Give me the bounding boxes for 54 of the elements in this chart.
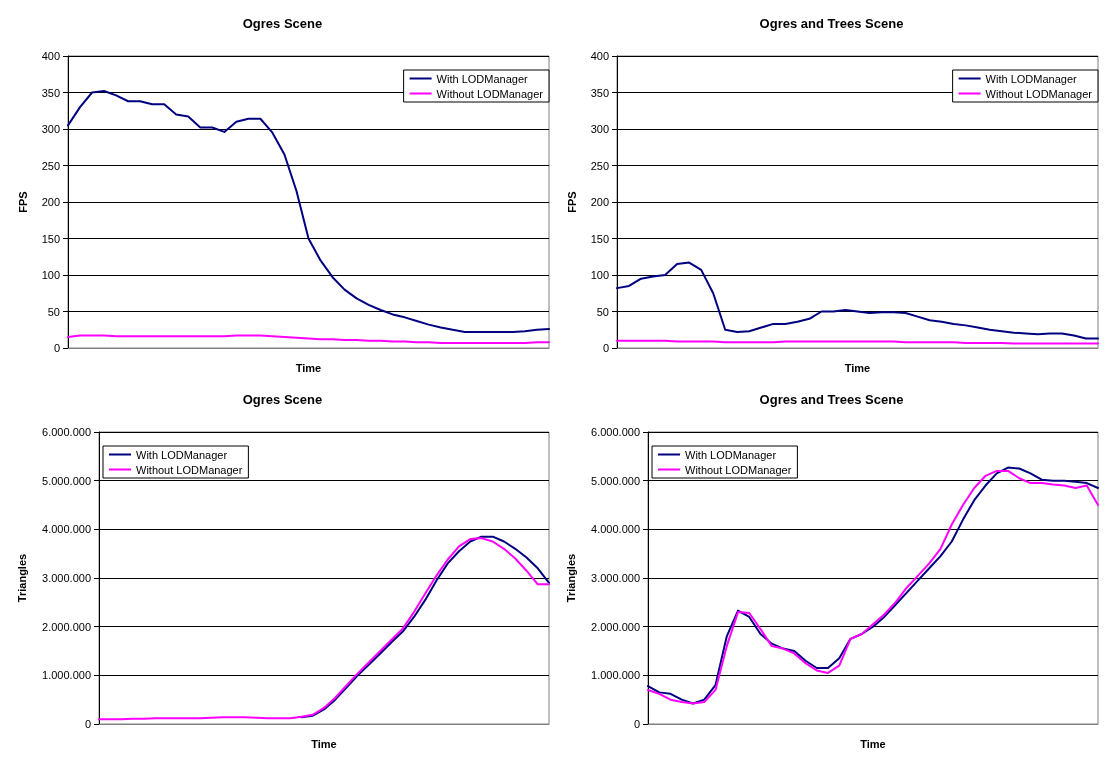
y-tick-label: 1.000.000 bbox=[591, 669, 640, 682]
y-tick-label: 200 bbox=[590, 196, 609, 208]
x-axis-title: Time bbox=[295, 361, 322, 374]
y-axis-title: Triangles bbox=[15, 553, 28, 603]
y-axis-title: FPS bbox=[16, 191, 29, 213]
y-tick-label: 1.000.000 bbox=[42, 669, 91, 682]
y-tick-label: 4.000.000 bbox=[591, 523, 640, 536]
y-tick-label: 0 bbox=[633, 718, 640, 730]
y-tick-label: 150 bbox=[590, 232, 609, 245]
y-tick-label: 400 bbox=[590, 50, 609, 62]
x-axis-title: Time bbox=[860, 737, 886, 750]
y-tick-label: 0 bbox=[602, 342, 609, 354]
chart-title: Ogres Scene bbox=[242, 16, 323, 31]
y-tick-label: 4.000.000 bbox=[42, 523, 91, 536]
legend-label: Without LODManager bbox=[685, 463, 792, 476]
y-tick-label: 200 bbox=[41, 196, 60, 208]
legend-label: With LODManager bbox=[685, 448, 777, 461]
legend-label: Without LODManager bbox=[136, 463, 243, 476]
y-tick-label: 5.000.000 bbox=[591, 474, 640, 487]
y-tick-label: 3.000.000 bbox=[42, 572, 91, 584]
y-tick-label: 6.000.000 bbox=[591, 426, 640, 438]
chart-title: Ogres Scene bbox=[242, 392, 323, 407]
y-tick-label: 50 bbox=[47, 305, 60, 318]
y-tick-label: 50 bbox=[596, 305, 609, 318]
x-axis-title: Time bbox=[311, 737, 337, 750]
y-axis-title: FPS bbox=[565, 191, 578, 213]
legend-label: With LODManager bbox=[985, 72, 1078, 85]
y-tick-label: 300 bbox=[41, 123, 60, 135]
y-tick-label: 150 bbox=[41, 232, 60, 245]
y-tick-label: 2.000.000 bbox=[42, 620, 91, 633]
y-tick-label: 350 bbox=[41, 86, 60, 99]
y-tick-label: 250 bbox=[41, 159, 60, 172]
y-tick-label: 3.000.000 bbox=[591, 572, 640, 584]
legend-label: Without LODManager bbox=[985, 87, 1093, 100]
y-tick-label: 5.000.000 bbox=[42, 474, 91, 487]
y-tick-label: 300 bbox=[590, 123, 609, 135]
y-tick-label: 350 bbox=[590, 86, 609, 99]
y-tick-label: 0 bbox=[53, 342, 60, 354]
x-axis-title: Time bbox=[844, 361, 871, 374]
y-tick-label: 100 bbox=[41, 269, 60, 281]
chart-title: Ogres and Trees Scene bbox=[759, 16, 904, 31]
legend-label: With LODManager bbox=[136, 448, 228, 461]
y-tick-label: 2.000.000 bbox=[591, 620, 640, 633]
y-tick-label: 250 bbox=[590, 159, 609, 172]
y-tick-label: 0 bbox=[84, 718, 91, 730]
y-tick-label: 100 bbox=[590, 269, 609, 281]
legend-label: Without LODManager bbox=[436, 87, 544, 100]
line-series bbox=[67, 334, 550, 344]
chart-title: Ogres and Trees Scene bbox=[759, 392, 904, 407]
y-tick-label: 6.000.000 bbox=[42, 426, 91, 438]
line-series bbox=[300, 535, 550, 719]
y-tick-label: 400 bbox=[41, 50, 60, 62]
legend-label: With LODManager bbox=[436, 72, 529, 85]
y-axis-title: Triangles bbox=[564, 553, 577, 603]
